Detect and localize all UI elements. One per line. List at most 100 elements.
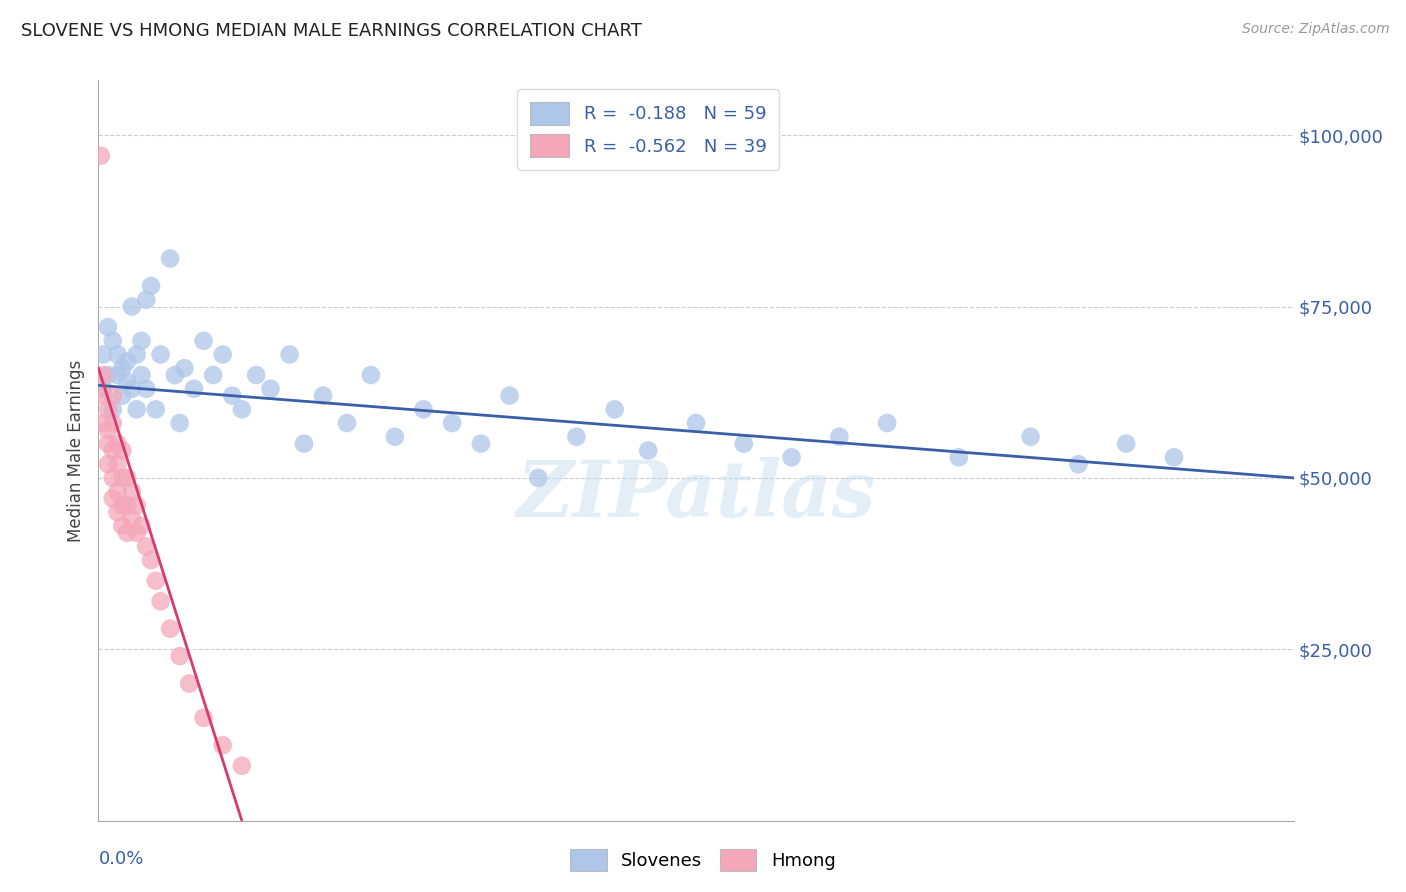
Point [101,443,124,458]
Point [97,402,120,417]
Point [948,450,970,465]
Point [221,389,243,403]
Point [121,382,143,396]
Point [131,368,153,382]
Point [131,334,153,348]
Point [111,389,134,403]
Point [101,471,124,485]
Point [131,519,153,533]
Point [101,491,124,506]
Legend: R =  -0.188   N = 59, R =  -0.562   N = 39: R = -0.188 N = 59, R = -0.562 N = 39 [517,89,779,170]
Point [111,471,134,485]
Point [231,759,253,773]
Point [115,375,138,389]
Point [111,498,134,512]
Point [360,368,382,382]
Point [193,334,215,348]
Point [125,402,148,417]
Point [145,402,167,417]
Point [159,622,181,636]
Point [179,676,201,690]
Point [107,457,129,471]
Point [107,436,129,450]
Point [121,512,143,526]
Point [149,594,172,608]
Point [90,149,112,163]
Point [107,347,129,361]
Point [111,519,134,533]
Point [111,361,134,376]
Point [876,416,898,430]
Point [828,430,851,444]
Point [115,471,138,485]
Point [135,293,157,307]
Point [111,443,134,458]
Point [101,334,124,348]
Point [231,402,253,417]
Point [733,436,755,450]
Point [183,382,205,396]
Point [259,382,281,396]
Point [211,738,233,752]
Point [202,368,225,382]
Point [115,498,138,512]
Point [211,347,233,361]
Point [97,457,120,471]
Point [91,389,114,403]
Point [125,498,148,512]
Point [97,320,120,334]
Point [169,416,191,430]
Point [193,711,215,725]
Point [91,368,114,382]
Point [97,368,120,382]
Point [159,252,181,266]
Point [336,416,359,430]
Point [412,402,434,417]
Point [637,443,659,458]
Point [384,430,406,444]
Point [312,389,335,403]
Point [470,436,492,450]
Point [1115,436,1137,450]
Point [1163,450,1185,465]
Point [107,505,129,519]
Point [173,361,195,376]
Point [101,389,124,403]
Point [115,354,138,368]
Point [278,347,301,361]
Y-axis label: Median Male Earnings: Median Male Earnings [67,359,86,541]
Point [685,416,707,430]
Point [125,347,148,361]
Point [97,436,120,450]
Point [121,300,143,314]
Point [145,574,167,588]
Text: 0.0%: 0.0% [98,850,143,868]
Point [603,402,626,417]
Point [135,540,157,554]
Point [121,484,143,499]
Point [139,279,162,293]
Point [245,368,267,382]
Point [125,525,148,540]
Point [149,347,172,361]
Point [169,649,191,664]
Text: SLOVENE VS HMONG MEDIAN MALE EARNINGS CORRELATION CHART: SLOVENE VS HMONG MEDIAN MALE EARNINGS CO… [21,22,643,40]
Point [97,423,120,437]
Point [441,416,464,430]
Point [101,402,124,417]
Point [91,347,114,361]
Text: Source: ZipAtlas.com: Source: ZipAtlas.com [1241,22,1389,37]
Point [107,368,129,382]
Point [565,430,588,444]
Point [101,416,124,430]
Point [107,484,129,499]
Point [1019,430,1042,444]
Text: ZIPatlas: ZIPatlas [516,457,876,533]
Point [135,382,157,396]
Point [527,471,550,485]
Point [139,553,162,567]
Point [1067,457,1090,471]
Point [115,525,138,540]
Point [498,389,520,403]
Point [91,416,114,430]
